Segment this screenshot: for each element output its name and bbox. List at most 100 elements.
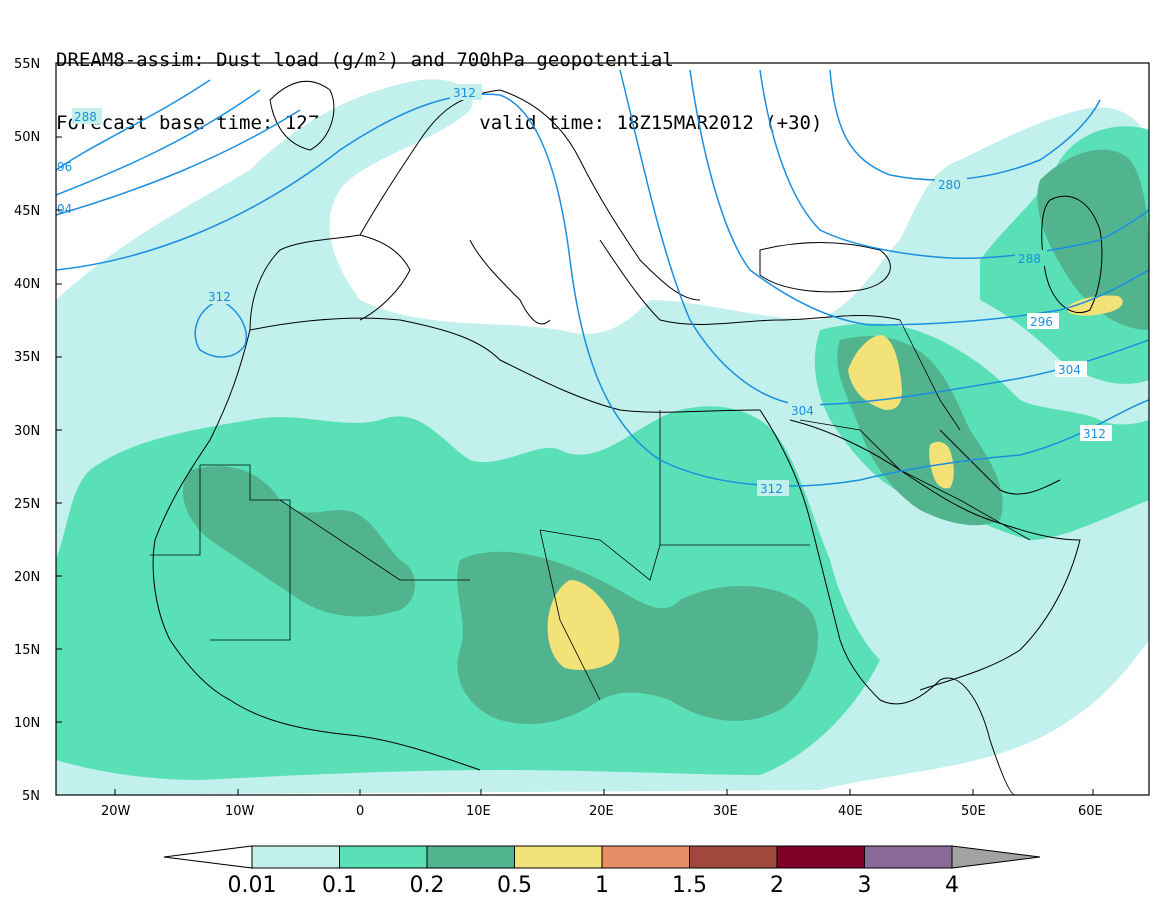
coastlines — [152, 80, 1103, 795]
coastline-black-sea — [759, 242, 891, 293]
legend-high-arrow — [951, 845, 1041, 869]
legend-label: 0.1 — [322, 873, 357, 898]
contour-label-312-top: 312 — [453, 86, 476, 100]
contour-label-304-levant: 304 — [791, 404, 814, 418]
legend-label: 3 — [858, 873, 872, 898]
lon-label-0: 0 — [356, 804, 364, 819]
contour-312-low — [194, 299, 247, 358]
border-mauritania — [200, 464, 291, 641]
dust-region-light-iberia — [56, 250, 270, 350]
contour-label-bg-304-east — [1055, 361, 1087, 377]
legend-label: 1.5 — [672, 873, 707, 898]
coastline-africa-west — [152, 329, 481, 771]
lat-label-45n: 45N — [14, 204, 40, 219]
lon-label-60e: 60E — [1078, 804, 1103, 819]
dust-region-dense-west — [182, 466, 415, 617]
coastline-balkans-turkey — [599, 239, 901, 325]
coastline-mediterranean — [249, 317, 761, 413]
legend-label: 4 — [945, 873, 959, 898]
legend-label: 0.01 — [228, 873, 277, 898]
border-libya-sudan — [539, 529, 810, 581]
coastline-red-sea — [759, 409, 881, 701]
contour-label-bg-312-top — [450, 84, 482, 100]
lat-label-30n: 30N — [14, 424, 40, 439]
lat-label-15n: 15N — [14, 643, 40, 658]
legend-label: 0.5 — [497, 873, 532, 898]
lat-label-35n: 35N — [14, 350, 40, 365]
contour-label-bg-288 — [72, 108, 102, 124]
contour-label-312-iberia: 312 — [208, 290, 231, 304]
contour-label-bg-312-east — [1080, 425, 1112, 441]
coastline-italy — [469, 239, 551, 325]
contour-label-bg-288-east — [1015, 250, 1047, 266]
contour-304-northwest — [56, 109, 301, 216]
lon-label-20e: 20E — [589, 804, 614, 819]
contour-label-bg-280 — [935, 176, 967, 192]
coastline-iberia — [249, 234, 411, 331]
legend-label: 1 — [595, 873, 609, 898]
contour-label-304-east: 304 — [1058, 363, 1081, 377]
legend-boxes — [251, 845, 953, 869]
dust-region-peak-iraq — [848, 335, 902, 410]
contour-288-northwest — [56, 79, 211, 171]
contour-label-bg-304-levant — [788, 402, 820, 418]
legend-labels: 0.01 0.1 0.2 0.5 1 1.5 2 3 4 — [228, 873, 959, 898]
contour-label-bg-312-iberia — [205, 288, 237, 304]
contour-label-312-egypt: 312 — [760, 482, 783, 496]
coastline-british-isles — [269, 80, 335, 151]
valid-time-label: valid time: 18Z15MAR2012 (+30) — [479, 112, 823, 134]
legend-box — [514, 845, 603, 869]
coastline-persian-gulf — [939, 429, 1061, 495]
lat-label-20n: 20N — [14, 570, 40, 585]
dust-region-dense-central — [457, 551, 819, 724]
contour-label-bg-312-egypt — [757, 480, 789, 496]
lat-label-55n: 55N — [14, 57, 40, 72]
lon-label-50e: 50E — [961, 804, 986, 819]
dust-region-peak-gulf — [929, 441, 954, 489]
lon-ticks — [114, 789, 1094, 795]
coastline-caspian — [1041, 195, 1103, 314]
contour-288-east — [759, 69, 1149, 260]
border-saudi — [799, 419, 1031, 541]
legend-low-arrow — [163, 845, 253, 869]
legend-box — [864, 845, 953, 869]
lon-label-10e: 10E — [466, 804, 491, 819]
longitude-axis: 20W 10W 0 10E 20E 30E 40E 50E 60E — [101, 789, 1103, 819]
legend-box — [251, 845, 340, 869]
contour-label-296-west: 96 — [57, 160, 72, 174]
lat-label-50n: 50N — [14, 130, 40, 145]
legend-box — [776, 845, 865, 869]
contour-296-east — [689, 69, 1149, 326]
latitude-axis: 55N 50N 45N 40N 35N 30N 25N 20N 15N 10N … — [14, 57, 62, 804]
lat-label-40n: 40N — [14, 277, 40, 292]
coastline-east-africa — [879, 677, 1016, 795]
dust-field — [56, 79, 1149, 795]
contour-296-northwest — [56, 89, 261, 196]
lat-ticks — [56, 136, 62, 723]
coastline-europe — [359, 89, 701, 301]
contour-label-288-east: 288 — [1018, 252, 1041, 266]
border-iraq-iran — [899, 319, 961, 431]
coastline-arabia — [789, 419, 1081, 691]
contour-label-312-east: 312 — [1083, 427, 1106, 441]
border-western-sahara — [150, 465, 201, 556]
dust-region-peak-caspian — [1068, 295, 1123, 316]
lon-label-20w: 20W — [101, 804, 131, 819]
legend-label: 2 — [770, 873, 784, 898]
border-chad — [539, 529, 601, 701]
country-borders — [150, 319, 1031, 701]
contour-label-288-west: 288 — [74, 110, 97, 124]
lon-label-30e: 30E — [713, 804, 738, 819]
lat-label-5n: 5N — [22, 789, 40, 804]
contour-label-280: 280 — [938, 178, 961, 192]
dust-region-peak-sahel — [547, 580, 620, 670]
map-frame — [55, 62, 1150, 796]
chart-title: DREAM8-assim: Dust load (g/m²) and 700hP… — [56, 49, 674, 71]
lon-label-40e: 40E — [838, 804, 863, 819]
contour-label-296-east: 296 — [1030, 315, 1053, 329]
legend-box — [339, 845, 428, 869]
legend-box — [426, 845, 515, 869]
border-algeria-mali — [279, 499, 470, 581]
contour-labels: 288 96 04 312 312 312 304 280 288 296 30… — [57, 84, 1112, 496]
